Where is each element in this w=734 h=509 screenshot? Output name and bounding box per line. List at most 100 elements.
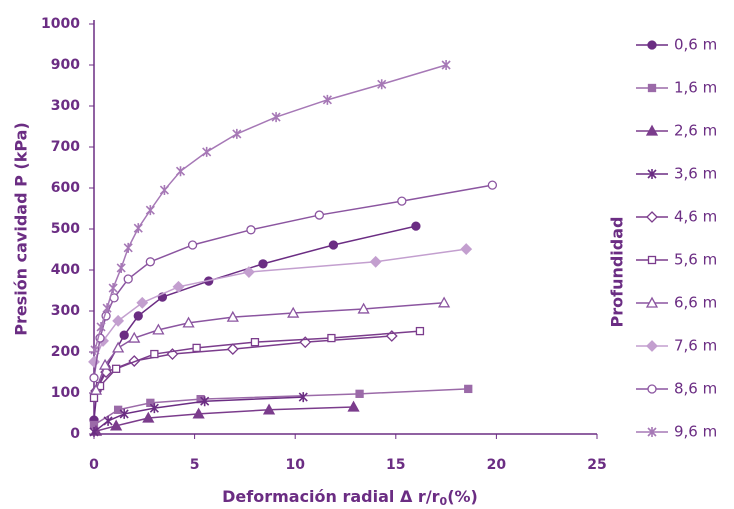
marker (287, 306, 300, 318)
marker (133, 223, 143, 234)
marker (347, 400, 360, 412)
marker (441, 60, 451, 70)
y-tick-label: 300 (51, 303, 80, 319)
series-line (94, 64, 447, 351)
marker (123, 274, 133, 284)
marker (111, 364, 121, 373)
x-axis-label-main: Deformación radial Δ r/r (222, 487, 440, 506)
series-line (95, 335, 392, 392)
marker (314, 210, 324, 220)
marker (142, 411, 155, 423)
legend-label: 6,6 m (674, 294, 717, 312)
x-tick-label: 0 (89, 457, 99, 473)
marker (112, 341, 125, 353)
marker (96, 321, 106, 332)
legend-marker (646, 211, 658, 223)
y-tick-label: 600 (51, 180, 80, 196)
legend-marker (647, 40, 657, 50)
marker (487, 180, 498, 190)
marker (411, 221, 421, 231)
marker (172, 280, 185, 293)
marker (110, 419, 123, 431)
legend-label: 5,6 m (674, 251, 717, 269)
marker (271, 112, 281, 123)
marker (98, 358, 112, 370)
marker (89, 383, 103, 395)
x-axis-label: Deformación radial Δ r/r0(%) (222, 487, 478, 509)
legend-label: 2,6 m (674, 122, 717, 140)
marker (397, 196, 407, 206)
marker (357, 302, 370, 314)
marker (112, 314, 125, 327)
legend-marker (647, 255, 657, 265)
marker (89, 426, 99, 437)
marker (113, 405, 123, 414)
marker (123, 242, 133, 253)
y-tick-label: 100 (51, 385, 80, 401)
series-line (93, 225, 417, 421)
marker (258, 259, 268, 269)
y-tick-label: 300 (51, 98, 80, 114)
x-tick-label: 15 (386, 457, 405, 473)
marker (200, 396, 210, 407)
y-axis-label: Presión cavidad P (kPa) (12, 122, 31, 336)
marker (89, 393, 99, 403)
marker (149, 403, 159, 414)
legend-marker (645, 296, 659, 308)
legend-label: 1,6 m (674, 79, 717, 97)
legend-label: 3,6 m (674, 165, 717, 183)
marker (102, 303, 112, 314)
y-tick-label: 500 (51, 221, 80, 237)
marker (226, 343, 239, 356)
marker (116, 262, 126, 273)
marker (146, 398, 155, 407)
legend-marker (647, 427, 657, 437)
x-tick-label: 5 (190, 457, 200, 473)
legend-marker (647, 384, 657, 394)
marker (89, 373, 99, 383)
legend-label: 9,6 m (674, 423, 717, 441)
marker (182, 316, 195, 328)
y-tick-label: 900 (51, 57, 80, 73)
y-tick-label: 0 (70, 426, 80, 442)
marker (298, 392, 308, 403)
marker (175, 166, 186, 177)
marker (119, 408, 129, 419)
legend-marker (645, 124, 659, 136)
series-line (95, 406, 354, 432)
marker (415, 326, 425, 336)
y-tick-label: 1000 (41, 16, 80, 32)
marker (119, 330, 129, 340)
legend-marker (647, 83, 657, 93)
marker (460, 243, 473, 256)
marker (369, 255, 382, 268)
marker (145, 205, 155, 216)
marker (246, 225, 256, 235)
legend-title: Profundidad (608, 217, 627, 328)
marker (202, 146, 212, 157)
marker (152, 323, 165, 335)
marker (327, 333, 336, 343)
legend-label: 8,6 m (674, 380, 717, 398)
x-tick-label: 25 (587, 457, 606, 473)
series-line (95, 302, 445, 391)
marker (192, 343, 201, 353)
legend-marker (647, 169, 657, 179)
x-axis-label-sub: 0 (440, 495, 448, 508)
marker (226, 310, 239, 322)
marker (192, 407, 205, 419)
marker (322, 94, 332, 105)
marker (437, 296, 451, 308)
legend-label: 4,6 m (674, 208, 717, 226)
x-axis-label-end: (%) (447, 487, 478, 506)
y-tick-label: 200 (51, 344, 80, 360)
marker (355, 389, 364, 398)
marker (108, 283, 118, 294)
marker (150, 349, 159, 359)
marker (187, 240, 198, 250)
marker (90, 344, 100, 355)
marker (328, 240, 339, 250)
legend-label: 0,6 m (674, 36, 717, 54)
marker (136, 296, 149, 309)
